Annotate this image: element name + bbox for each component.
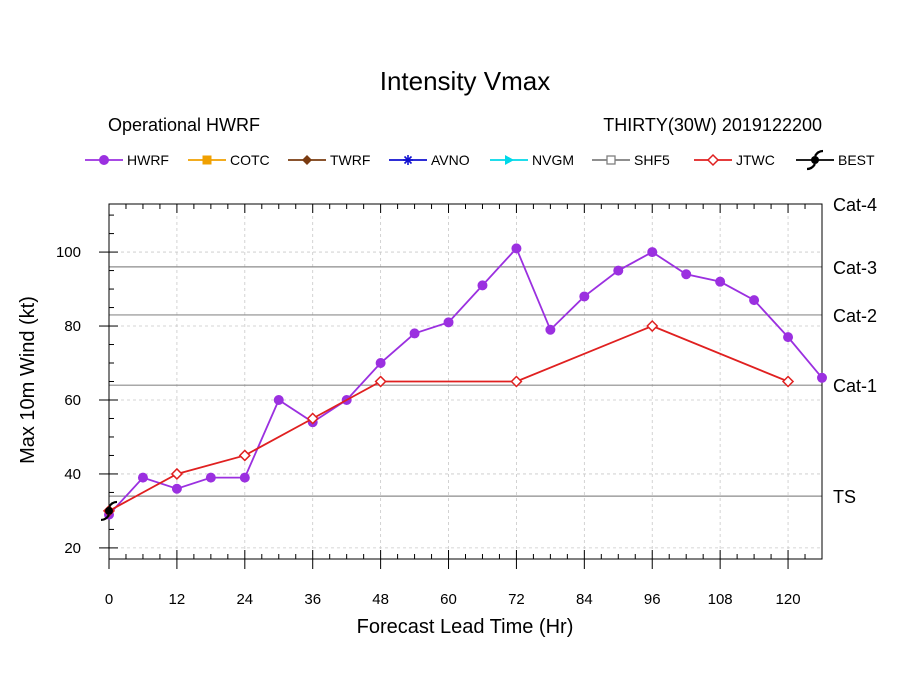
grid xyxy=(109,204,822,559)
data-point-jtwc-24 xyxy=(238,449,251,462)
legend-entry-cotc: COTC xyxy=(188,152,270,168)
data-point-hwrf-126 xyxy=(817,372,827,383)
data-point-jtwc-12 xyxy=(170,467,183,481)
data-point-hwrf-54 xyxy=(409,328,420,339)
data-point-jtwc-96 xyxy=(646,319,659,333)
data-point-best-0-arm xyxy=(108,500,118,508)
y-tick-label-80: 80 xyxy=(64,318,81,335)
legend-marker-hwrf xyxy=(99,155,109,165)
category-thresholds: TS Cat-1 Cat-2 Cat-3 Cat-4 xyxy=(109,195,877,507)
data-point-hwrf-90 xyxy=(613,265,624,276)
data-point-hwrf-48 xyxy=(375,358,386,369)
series-best xyxy=(100,500,118,522)
y-axis-label: Max 10m Wind (kt) xyxy=(17,296,39,464)
legend-marker-nvgm xyxy=(505,155,514,165)
data-point-hwrf-18 xyxy=(205,472,216,483)
y-tick-label-40: 40 xyxy=(64,466,81,483)
threshold-label-cat-2: Cat-2 xyxy=(833,306,877,326)
threshold-label-cat-3: Cat-3 xyxy=(833,258,877,278)
data-point-jtwc-48 xyxy=(374,375,387,388)
data-point-best-0-eye xyxy=(105,506,113,515)
data-point-hwrf-78 xyxy=(545,324,556,335)
legend-label-hwrf: HWRF xyxy=(127,152,169,168)
series-line-jtwc xyxy=(108,325,789,512)
legend-marker-avno-stroke xyxy=(403,155,413,165)
legend-label-twrf: TWRF xyxy=(330,152,370,168)
legend-marker-best-eye xyxy=(811,156,819,164)
x-tick-label-108: 108 xyxy=(708,591,733,608)
series-line-hwrf xyxy=(108,246,823,516)
data-point-jtwc-72 xyxy=(510,375,523,388)
threshold-label-cat-1: Cat-1 xyxy=(833,376,877,396)
data-point-hwrf-102 xyxy=(681,269,692,280)
x-tick-label-36: 36 xyxy=(304,591,321,608)
data-point-hwrf-66 xyxy=(477,280,488,291)
chart-title: Intensity Vmax xyxy=(380,66,551,96)
data-point-hwrf-6 xyxy=(137,472,148,483)
chart-subtitle-model: Operational HWRF xyxy=(108,115,260,135)
legend-entry-hwrf: HWRF xyxy=(85,152,169,168)
data-point-hwrf-12 xyxy=(171,483,182,494)
legend-label-shf5: SHF5 xyxy=(634,152,670,168)
legend: HWRF COTC TWRF AVNO NVGM SHF5 JTWC BEST xyxy=(85,149,875,171)
axis-ticks: 0 12 24 36 48 60 72 84 96 108 120 20 40 60 80 100 xyxy=(56,204,823,608)
legend-marker-shf5 xyxy=(606,155,616,165)
chart-subtitle-storm: THIRTY(30W) 2019122200 xyxy=(603,115,822,135)
legend-marker-cotc xyxy=(202,155,212,165)
data-point-jtwc-120 xyxy=(781,375,795,388)
legend-label-avno: AVNO xyxy=(431,152,470,168)
data-point-best-0 xyxy=(100,500,118,522)
legend-marker-best-arm xyxy=(814,149,824,157)
x-tick-label-12: 12 xyxy=(169,591,186,608)
legend-entry-best: BEST xyxy=(796,149,875,171)
data-point-jtwc-36 xyxy=(306,412,319,425)
legend-marker-avno xyxy=(403,155,413,165)
data-point-hwrf-72 xyxy=(511,243,522,254)
legend-label-best: BEST xyxy=(838,152,875,168)
x-tick-label-84: 84 xyxy=(576,591,593,608)
legend-entry-shf5: SHF5 xyxy=(592,152,670,168)
legend-marker-best-arm xyxy=(806,163,816,171)
legend-entry-avno: AVNO xyxy=(389,152,470,168)
data-point-hwrf-120 xyxy=(783,332,794,343)
threshold-label-cat-4: Cat-4 xyxy=(833,195,877,215)
legend-entry-nvgm: NVGM xyxy=(490,152,574,168)
x-tick-label-24: 24 xyxy=(236,591,253,608)
series xyxy=(100,243,827,522)
x-tick-label-60: 60 xyxy=(440,591,457,608)
legend-marker-jtwc xyxy=(706,153,720,167)
legend-entry-twrf: TWRF xyxy=(288,152,370,168)
data-point-hwrf-60 xyxy=(443,317,454,328)
legend-label-jtwc: JTWC xyxy=(736,152,775,168)
legend-entry-jtwc: JTWC xyxy=(694,152,775,168)
x-tick-label-48: 48 xyxy=(372,591,389,608)
legend-marker-best xyxy=(806,149,824,171)
y-tick-label-60: 60 xyxy=(64,392,81,409)
data-point-hwrf-30 xyxy=(273,394,284,405)
legend-label-nvgm: NVGM xyxy=(532,152,574,168)
legend-label-cotc: COTC xyxy=(230,152,270,168)
data-point-hwrf-96 xyxy=(647,247,658,258)
threshold-label-ts: TS xyxy=(833,487,856,507)
series-hwrf xyxy=(104,243,827,520)
data-point-best-0-arm xyxy=(100,514,110,522)
data-point-hwrf-114 xyxy=(749,295,760,306)
x-tick-label-72: 72 xyxy=(508,591,525,608)
x-tick-label-0: 0 xyxy=(105,591,113,608)
data-point-hwrf-84 xyxy=(579,291,590,302)
x-axis-label: Forecast Lead Time (Hr) xyxy=(357,616,574,638)
y-tick-label-20: 20 xyxy=(64,540,81,557)
x-tick-label-96: 96 xyxy=(644,591,661,608)
legend-marker-twrf xyxy=(302,155,312,165)
y-tick-label-100: 100 xyxy=(56,244,81,261)
data-point-hwrf-24 xyxy=(239,472,250,483)
data-point-hwrf-108 xyxy=(715,276,726,287)
x-tick-label-120: 120 xyxy=(776,591,801,608)
